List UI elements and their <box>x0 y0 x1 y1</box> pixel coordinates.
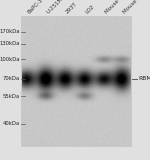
Text: 170kDa: 170kDa <box>0 29 20 34</box>
Text: 40kDa: 40kDa <box>2 121 20 126</box>
Bar <box>21 16 132 147</box>
Text: 100kDa: 100kDa <box>0 57 20 62</box>
Text: LO2: LO2 <box>85 4 96 15</box>
Text: Mouse brain: Mouse brain <box>104 0 132 15</box>
Text: BaPC-3: BaPC-3 <box>26 0 44 15</box>
Text: U-251MG: U-251MG <box>46 0 67 15</box>
Text: RBM39: RBM39 <box>138 76 150 81</box>
Text: 70kDa: 70kDa <box>2 76 20 81</box>
Text: 55kDa: 55kDa <box>2 94 20 99</box>
Text: Mouse heart: Mouse heart <box>122 0 150 15</box>
Text: 130kDa: 130kDa <box>0 41 20 46</box>
Text: 293T: 293T <box>65 2 78 15</box>
